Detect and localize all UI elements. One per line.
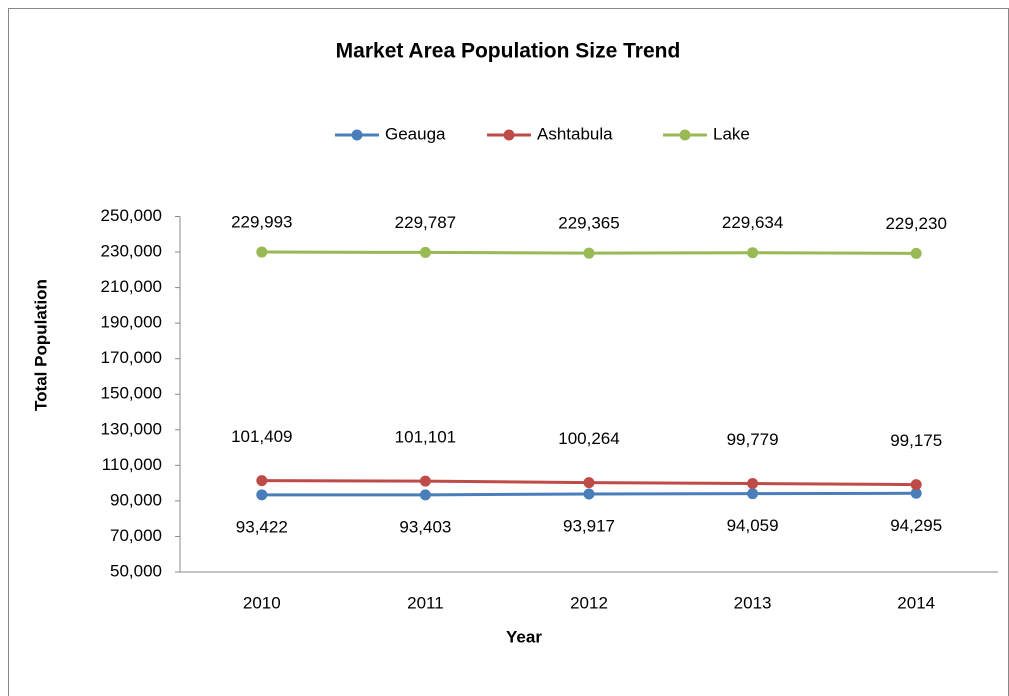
x-tick-label: 2012 <box>570 593 608 612</box>
chart-title: Market Area Population Size Trend <box>336 40 681 63</box>
legend-marker <box>503 129 515 141</box>
data-point <box>583 488 595 500</box>
data-point <box>583 477 595 489</box>
data-label: 99,779 <box>727 430 779 449</box>
data-label: 94,059 <box>727 516 779 535</box>
y-axis-title: Total Population <box>31 279 50 411</box>
y-tick-label: 230,000 <box>101 242 162 261</box>
data-point <box>910 247 922 259</box>
data-label: 229,230 <box>885 214 946 233</box>
legend-marker <box>679 129 691 141</box>
x-axis-title: Year <box>506 627 542 646</box>
y-tick-label: 90,000 <box>110 490 162 509</box>
y-tick-label: 210,000 <box>101 277 162 296</box>
y-tick-label: 150,000 <box>101 384 162 403</box>
data-label: 93,917 <box>563 516 615 535</box>
data-point <box>419 246 431 258</box>
y-tick-label: 50,000 <box>110 561 162 580</box>
data-label: 94,295 <box>890 516 942 535</box>
data-point <box>747 478 759 490</box>
data-point <box>910 479 922 491</box>
data-point <box>256 246 268 258</box>
legend-label: Geauga <box>385 124 446 143</box>
y-tick-label: 110,000 <box>102 455 162 474</box>
data-label: 99,175 <box>890 431 942 450</box>
data-point <box>256 475 268 487</box>
x-tick-label: 2011 <box>407 593 444 612</box>
data-label: 100,264 <box>558 429 619 448</box>
y-tick-label: 190,000 <box>101 313 162 332</box>
data-point <box>419 475 431 487</box>
data-label: 229,993 <box>231 213 292 232</box>
data-point <box>256 489 268 501</box>
y-tick-label: 170,000 <box>101 348 162 367</box>
data-point <box>747 488 759 500</box>
data-point <box>419 489 431 501</box>
y-tick-label: 130,000 <box>101 419 162 438</box>
data-label: 229,365 <box>558 214 619 233</box>
data-point <box>747 247 759 259</box>
data-label: 101,409 <box>231 427 292 446</box>
data-label: 101,101 <box>395 428 456 447</box>
y-tick-label: 250,000 <box>101 206 162 225</box>
x-tick-label: 2013 <box>734 593 772 612</box>
data-point <box>910 487 922 499</box>
data-point <box>583 247 595 259</box>
x-tick-label: 2014 <box>897 593 935 612</box>
legend-marker <box>351 129 363 141</box>
y-tick-label: 70,000 <box>110 526 162 545</box>
data-label: 229,634 <box>722 213 783 232</box>
data-label: 93,422 <box>236 517 288 536</box>
x-tick-label: 2010 <box>243 593 281 612</box>
data-label: 93,403 <box>399 517 451 536</box>
legend-label: Lake <box>713 124 750 143</box>
data-label: 229,787 <box>395 213 456 232</box>
legend-label: Ashtabula <box>537 124 613 143</box>
